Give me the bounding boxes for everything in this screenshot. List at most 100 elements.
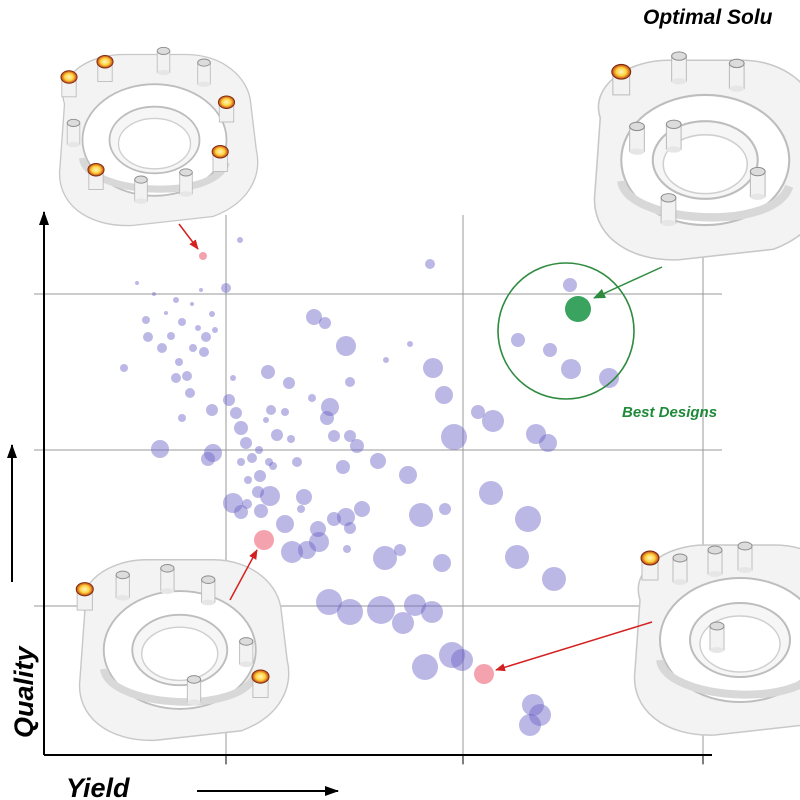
- design-point: [451, 649, 473, 671]
- design-point: [201, 332, 211, 342]
- arrow-red-mid: [229, 549, 258, 601]
- design-point: [271, 429, 283, 441]
- design-point: [263, 417, 269, 423]
- design-point: [281, 541, 303, 563]
- design-point: [320, 411, 334, 425]
- design-point: [244, 476, 252, 484]
- design-point: [204, 444, 222, 462]
- turbine-part-icon-bottom-right: [635, 542, 800, 735]
- design-point: [178, 318, 186, 326]
- design-point: [234, 421, 248, 435]
- design-point: [383, 357, 389, 363]
- highlighted-points: [199, 252, 494, 684]
- design-point: [173, 297, 179, 303]
- design-point: [223, 493, 243, 513]
- design-point: [292, 457, 302, 467]
- design-point: [276, 515, 294, 533]
- design-point: [178, 414, 186, 422]
- design-point: [370, 453, 386, 469]
- design-point: [209, 311, 215, 317]
- design-point: [237, 458, 245, 466]
- design-point: [441, 424, 467, 450]
- highlighted-design-point: [474, 664, 494, 684]
- design-point: [261, 365, 275, 379]
- design-point: [237, 237, 243, 243]
- design-point: [539, 434, 557, 452]
- design-point: [392, 612, 414, 634]
- design-point: [151, 440, 169, 458]
- design-point: [135, 281, 139, 285]
- best-designs-label: Best Designs: [622, 404, 717, 421]
- best-point-group: [565, 296, 591, 322]
- design-point: [526, 424, 546, 444]
- design-point: [344, 522, 356, 534]
- design-point: [297, 505, 305, 513]
- design-point: [190, 302, 194, 306]
- design-point: [367, 596, 395, 624]
- design-point: [439, 503, 451, 515]
- design-point: [412, 654, 438, 680]
- arrow-green: [593, 266, 663, 299]
- design-point: [223, 394, 235, 406]
- arrow-red-right: [495, 621, 653, 672]
- design-point: [563, 278, 577, 292]
- design-point: [421, 601, 443, 623]
- design-point: [394, 544, 406, 556]
- y-axis-label: Quality: [9, 644, 39, 738]
- design-point: [152, 292, 156, 296]
- design-point: [522, 694, 544, 716]
- design-point: [519, 714, 541, 736]
- design-point: [308, 394, 316, 402]
- design-point: [269, 462, 277, 470]
- design-point: [306, 309, 322, 325]
- x-axis-label: Yield: [66, 773, 130, 800]
- design-point: [343, 545, 351, 553]
- design-point: [337, 599, 363, 625]
- design-point: [199, 347, 209, 357]
- best-design-point: [565, 296, 591, 322]
- design-point: [373, 546, 397, 570]
- design-point: [439, 642, 465, 668]
- design-point: [515, 506, 541, 532]
- design-point: [212, 327, 218, 333]
- design-point: [171, 373, 181, 383]
- design-point: [409, 503, 433, 527]
- design-point: [247, 453, 257, 463]
- design-point: [542, 567, 566, 591]
- design-point: [252, 486, 264, 498]
- design-point: [425, 259, 435, 269]
- turbine-part-icon-bottom-left: [75, 560, 288, 741]
- design-point: [399, 466, 417, 484]
- design-point: [195, 325, 201, 331]
- design-point: [266, 405, 276, 415]
- design-point: [221, 283, 231, 293]
- design-point: [206, 404, 218, 416]
- best-designs-circle: [497, 262, 635, 400]
- design-point: [482, 410, 504, 432]
- design-point: [120, 364, 128, 372]
- design-point: [283, 377, 295, 389]
- design-point: [336, 460, 350, 474]
- legend-optimal-label: Optimal Solu: [643, 6, 773, 29]
- design-point: [230, 407, 242, 419]
- design-point: [298, 541, 316, 559]
- design-point: [167, 332, 175, 340]
- design-point: [281, 408, 289, 416]
- design-point: [287, 435, 295, 443]
- design-point: [296, 489, 312, 505]
- design-point: [344, 430, 356, 442]
- axes: [39, 211, 712, 764]
- design-point: [529, 704, 551, 726]
- design-point: [319, 317, 331, 329]
- design-point: [157, 343, 167, 353]
- design-point: [404, 594, 426, 616]
- design-point: [423, 358, 443, 378]
- design-point: [316, 589, 342, 615]
- design-point: [561, 359, 581, 379]
- design-point: [505, 545, 529, 569]
- design-point: [354, 501, 370, 517]
- design-point: [199, 288, 203, 292]
- design-point: [321, 398, 339, 416]
- design-point: [234, 505, 248, 519]
